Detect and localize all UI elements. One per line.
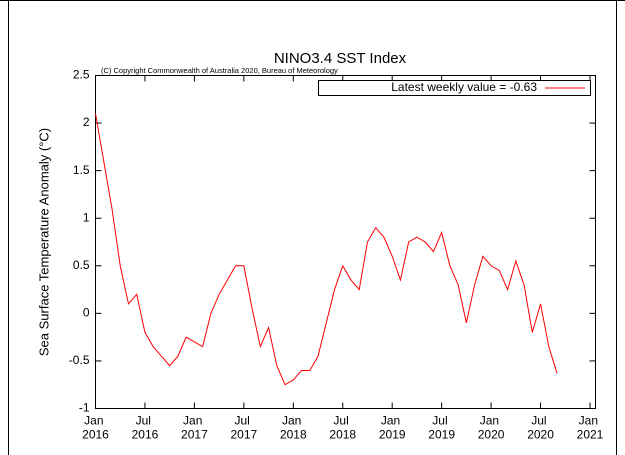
x-tick-label: Jul 2016 <box>132 414 159 442</box>
y-tick-label: 0.5 <box>73 258 90 272</box>
plot-frame <box>95 75 596 409</box>
y-tick-label: 1.5 <box>73 163 90 177</box>
y-axis-label: Sea Surface Temperature Anomaly (°C) <box>36 128 51 356</box>
copyright: (C) Copyright Commonwealth of Australia … <box>101 66 338 75</box>
y-tick-label: 2.5 <box>73 68 90 82</box>
x-tick-label: Jul 2017 <box>230 414 257 442</box>
legend-box <box>318 80 591 96</box>
x-tick-label: Jul 2019 <box>428 414 455 442</box>
x-tick-label: Jan 2017 <box>181 414 208 442</box>
y-tick-label: 1 <box>83 210 90 224</box>
x-tick-label: Jan 2020 <box>478 414 505 442</box>
x-tick-label: Jul 2018 <box>329 414 356 442</box>
y-tick-label: 2 <box>83 115 90 129</box>
legend-label: Latest weekly value = -0.63 <box>391 80 537 94</box>
x-tick-label: Jan 2018 <box>280 414 307 442</box>
y-tick-label: 0 <box>83 306 90 320</box>
series-line <box>95 113 558 386</box>
y-tick-label: -0.5 <box>69 353 90 367</box>
x-tick-label: Jan 2021 <box>577 414 604 442</box>
y-tick-label: -1 <box>79 401 90 415</box>
x-tick-label: Jan 2016 <box>82 414 109 442</box>
x-tick-label: Jul 2020 <box>527 414 554 442</box>
x-tick-label: Jan 2019 <box>379 414 406 442</box>
chart-title: NINO3.4 SST Index <box>274 50 407 67</box>
